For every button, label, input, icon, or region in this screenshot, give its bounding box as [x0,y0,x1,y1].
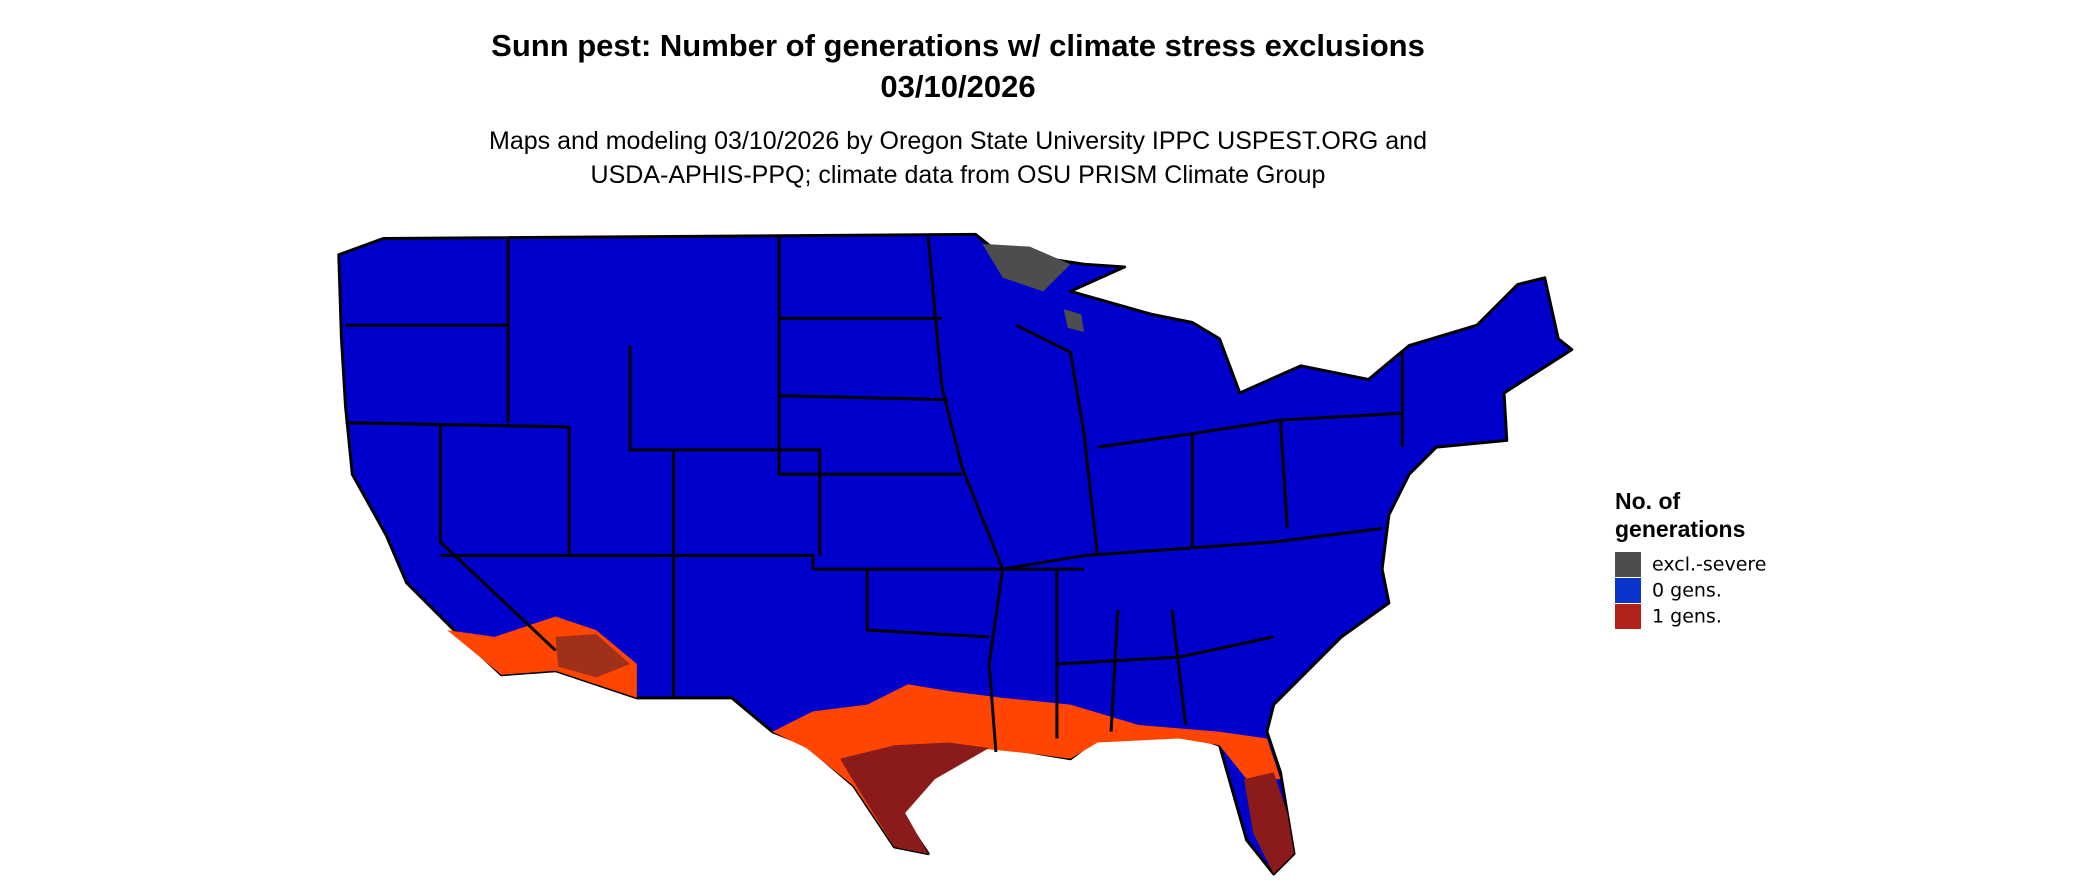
warm-zone [840,742,990,854]
legend-label: 0 gens. [1652,580,1722,602]
legend-label: 1 gens. [1652,606,1722,628]
warm-zone [555,634,631,678]
legend: excl.-severe 0 gens. 1 gens. [1615,552,1767,629]
legend-title: generations [1615,516,1745,542]
legend-label: excl.-severe [1652,554,1767,576]
border [345,236,1404,753]
state-borders [345,236,1404,753]
warm-zone [1243,772,1295,874]
legend-swatch [1615,578,1641,603]
title-date: 03/10/2026 [880,69,1035,104]
legend-title: No. of [1615,488,1680,514]
subtitle: USDA-APHIS-PPQ; climate data from OSU PR… [591,161,1326,189]
cold-zone [1063,308,1084,332]
title: Sunn pest: Number of generations w/ clim… [491,28,1425,63]
legend-swatch [1615,552,1641,577]
legend-swatch [1615,604,1641,629]
cold-zone [982,243,1071,292]
subtitle: Maps and modeling 03/10/2026 by Oregon S… [489,127,1427,155]
us-map [337,232,1574,876]
us-land [337,232,1574,876]
